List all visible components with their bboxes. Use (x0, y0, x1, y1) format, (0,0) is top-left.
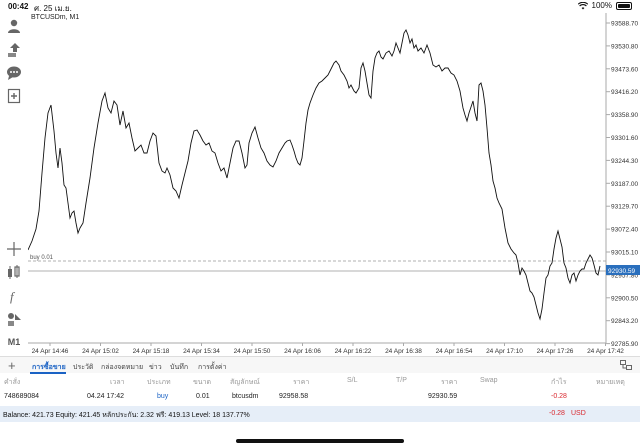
y-tick-label: 93015.10 (611, 250, 638, 257)
y-tick-label: 93129.70 (611, 204, 638, 211)
row-volume: 0.01 (196, 393, 210, 400)
x-tick-label: 24 Apr 16:38 (385, 348, 422, 355)
tab-mailbox[interactable]: กล่องจดหมาย (101, 364, 144, 371)
col-order: คำสั่ง (4, 379, 21, 386)
y-tick-label: 93416.20 (611, 89, 638, 96)
tab-history[interactable]: ประวัติ (73, 364, 94, 371)
row-type: buy (157, 393, 169, 400)
current-price-tag-text: 92930.59 (608, 268, 635, 275)
y-tick-label: 93072.40 (611, 227, 638, 234)
layout-options-icon[interactable] (620, 360, 632, 372)
x-tick-label: 24 Apr 17:42 (587, 348, 624, 355)
chat-icon[interactable] (5, 64, 23, 82)
account-icon[interactable] (5, 17, 23, 35)
tab-settings[interactable]: การตั้งค่า (198, 364, 227, 371)
chart-symbol-title: BTCUSDm, M1 (31, 14, 80, 21)
x-tick-label: 24 Apr 17:10 (486, 348, 523, 355)
function-icon[interactable]: f (5, 287, 23, 305)
col-sl: S/L (347, 377, 358, 384)
add-chart-icon[interactable] (5, 87, 23, 105)
current-price-tag (606, 265, 640, 275)
y-tick-label: 93473.60 (611, 66, 638, 73)
indicators-icon[interactable] (5, 263, 23, 281)
y-tick-label: 92785.90 (611, 341, 638, 348)
price-line (27, 29, 601, 321)
y-tick-label: 93588.70 (611, 21, 638, 28)
tab-journal[interactable]: บันทึก (170, 364, 189, 371)
status-time: 00:42 (8, 2, 29, 11)
toolbox-tabs: + การซื้อขาย ประวัติ กล่องจดหมาย ข่าว บั… (0, 356, 640, 374)
y-tick-label: 93244.30 (611, 158, 638, 165)
chart-canvas[interactable]: 93588.70 93530.80 93473.60 93416.20 93358.90… (27, 13, 640, 356)
col-symbol: สัญลักษณ์ (230, 379, 260, 386)
row-time: 04.24 17:42 (87, 393, 124, 400)
battery-icon (616, 1, 632, 10)
table-row[interactable]: 748689084 04.24 17:42 buy 0.01 btcusdm 9… (0, 391, 640, 405)
total-profit: -0.28 (549, 410, 565, 417)
x-tick-label: 24 Apr 16:54 (436, 348, 473, 355)
x-tick-label: 24 Apr 15:18 (133, 348, 170, 355)
col-current-price: ราคา (441, 379, 458, 386)
col-volume: ขนาด (193, 379, 212, 386)
order-line-label: buy 0.01 (30, 255, 54, 261)
timeframe-m1-button[interactable]: M1 (7, 337, 21, 347)
col-swap: Swap (480, 377, 498, 384)
y-tick-label: 93301.60 (611, 135, 638, 142)
y-tick-label: 93530.80 (611, 43, 638, 50)
status-date: ศ. 25 เม.ย. (34, 4, 72, 13)
y-tick-label: 92900.50 (611, 295, 638, 302)
svg-text:f: f (10, 289, 16, 304)
tab-trade[interactable]: การซื้อขาย (32, 364, 66, 371)
status-right: 100% (577, 1, 632, 10)
x-tick-label: 24 Apr 17:26 (537, 348, 574, 355)
x-tick-label: 24 Apr 14:46 (32, 348, 69, 355)
balance-summary: Balance: 421.73 Equity: 421.45 หลักประกั… (3, 412, 250, 419)
add-icon[interactable]: + (8, 358, 16, 373)
col-type: ประเภท (147, 379, 171, 386)
total-profit-currency: USD (571, 410, 586, 417)
wifi-icon (577, 1, 588, 9)
x-tick-label: 24 Apr 16:06 (284, 348, 321, 355)
col-comment: หมายเหตุ (596, 379, 625, 386)
x-tick-label: 24 Apr 15:34 (183, 348, 220, 355)
col-time: เวลา (110, 379, 125, 386)
x-tick-label: 24 Apr 16:22 (335, 348, 372, 355)
row-symbol: btcusdm (232, 393, 259, 400)
row-order: 748689084 (4, 393, 40, 400)
x-tick-label: 24 Apr 15:50 (234, 348, 271, 355)
row-current-price: 92930.59 (428, 393, 458, 400)
chart-toolbar: f M1 (0, 13, 28, 356)
objects-icon[interactable] (5, 310, 23, 328)
y-tick-label: 93187.00 (611, 181, 638, 188)
active-tab-indicator (30, 372, 66, 374)
col-tp: T/P (396, 377, 407, 384)
y-tick-label: 92957.80 (611, 272, 638, 279)
balance-bar: Balance: 421.73 Equity: 421.45 หลักประกั… (0, 406, 640, 422)
crosshair-icon[interactable] (5, 240, 23, 258)
col-price: ราคา (293, 379, 310, 386)
row-price: 92958.58 (279, 393, 309, 400)
row-profit: -0.28 (551, 393, 567, 400)
tab-news[interactable]: ข่าว (149, 364, 162, 371)
y-tick-label: 92843.20 (611, 318, 638, 325)
x-tick-label: 24 Apr 15:02 (82, 348, 119, 355)
status-bar: 00:42 ศ. 25 เม.ย. 100% (0, 0, 640, 13)
battery-percent: 100% (591, 1, 612, 10)
col-profit: กำไร (551, 379, 567, 386)
price-chart[interactable]: 93588.70 93530.80 93473.60 93416.20 93358.90… (27, 13, 640, 356)
trade-icon[interactable] (5, 41, 23, 59)
positions-table-header: คำสั่ง เวลา ประเภท ขนาด สัญลักษณ์ ราคา S… (0, 375, 640, 389)
y-tick-label: 93358.90 (611, 112, 638, 119)
home-indicator[interactable] (236, 439, 404, 443)
